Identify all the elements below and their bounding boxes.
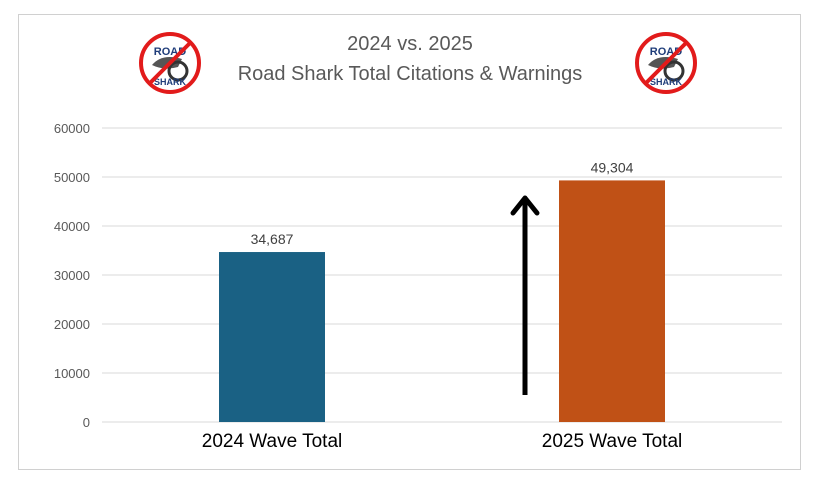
chart-subtitle: Road Shark Total Citations & Warnings	[238, 63, 583, 85]
logo-text-shark: SHARK	[154, 77, 187, 87]
prohibition-slash	[644, 41, 688, 85]
bar	[559, 180, 665, 422]
tire-icon	[167, 60, 189, 82]
chart-title: 2024 vs. 2025	[347, 33, 473, 55]
y-tick-label: 0	[83, 415, 90, 430]
y-tick-label: 60000	[54, 121, 90, 136]
chart-frame	[18, 14, 801, 470]
prohibition-slash	[148, 41, 192, 85]
y-tick-label: 20000	[54, 317, 90, 332]
y-tick-label: 10000	[54, 366, 90, 381]
bar	[219, 252, 325, 422]
x-tick-label: 2025 Wave Total	[542, 431, 682, 452]
y-tick-label: 50000	[54, 170, 90, 185]
y-tick-label: 30000	[54, 268, 90, 283]
data-label: 49,304	[591, 159, 634, 175]
logo-text-shark: SHARK	[650, 77, 683, 87]
tire-icon	[663, 60, 685, 82]
data-label: 34,687	[251, 231, 294, 247]
x-tick-label: 2024 Wave Total	[202, 431, 342, 452]
y-tick-label: 40000	[54, 219, 90, 234]
up-arrow-annotation	[510, 195, 540, 395]
